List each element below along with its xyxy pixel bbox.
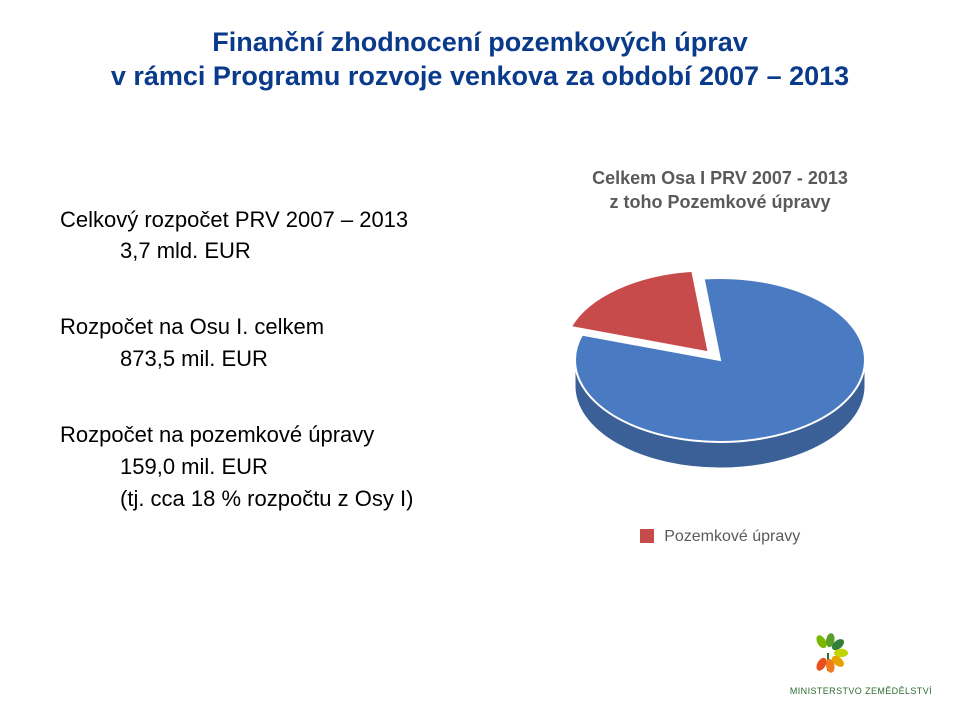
- budget-axis1-block: Rozpočet na Osu I. celkem 873,5 mil. EUR: [60, 311, 440, 375]
- pie-chart: [510, 220, 930, 520]
- budget-land-block: Rozpočet na pozemkové úpravy 159,0 mil. …: [60, 419, 440, 515]
- budget-land-label: Rozpočet na pozemkové úpravy: [60, 419, 440, 451]
- legend-swatch: [640, 529, 654, 543]
- budget-total-label: Celkový rozpočet PRV 2007 – 2013: [60, 204, 440, 236]
- left-column: Celkový rozpočet PRV 2007 – 2013 3,7 mld…: [60, 204, 440, 559]
- budget-land-value: 159,0 mil. EUR: [60, 451, 440, 483]
- budget-total-block: Celkový rozpočet PRV 2007 – 2013 3,7 mld…: [60, 204, 440, 268]
- ministry-logo-icon: [790, 629, 910, 685]
- title-line-1: Finanční zhodnocení pozemkových úprav: [0, 26, 960, 60]
- budget-total-value: 3,7 mld. EUR: [60, 235, 440, 267]
- budget-land-note: (tj. cca 18 % rozpočtu z Osy I): [60, 483, 440, 515]
- budget-axis1-label: Rozpočet na Osu I. celkem: [60, 311, 440, 343]
- legend-label: Pozemkové úpravy: [664, 528, 800, 545]
- content-area: Celkový rozpočet PRV 2007 – 2013 3,7 mld…: [0, 94, 960, 654]
- chart-title-line-2: z toho Pozemkové úpravy: [510, 190, 930, 214]
- chart-legend: Pozemkové úpravy: [510, 528, 930, 546]
- chart-title: Celkem Osa I PRV 2007 - 2013 z toho Poze…: [510, 166, 930, 215]
- ministry-logo-label: MINISTERSTVO ZEMĚDĚLSTVÍ: [790, 687, 932, 696]
- budget-axis1-value: 873,5 mil. EUR: [60, 343, 440, 375]
- page-title: Finanční zhodnocení pozemkových úprav v …: [0, 0, 960, 94]
- title-line-2: v rámci Programu rozvoje venkova za obdo…: [0, 60, 960, 94]
- ministry-logo: MINISTERSTVO ZEMĚDĚLSTVÍ: [790, 629, 932, 696]
- chart-title-line-1: Celkem Osa I PRV 2007 - 2013: [510, 166, 930, 190]
- chart-column: Celkem Osa I PRV 2007 - 2013 z toho Poze…: [510, 166, 930, 547]
